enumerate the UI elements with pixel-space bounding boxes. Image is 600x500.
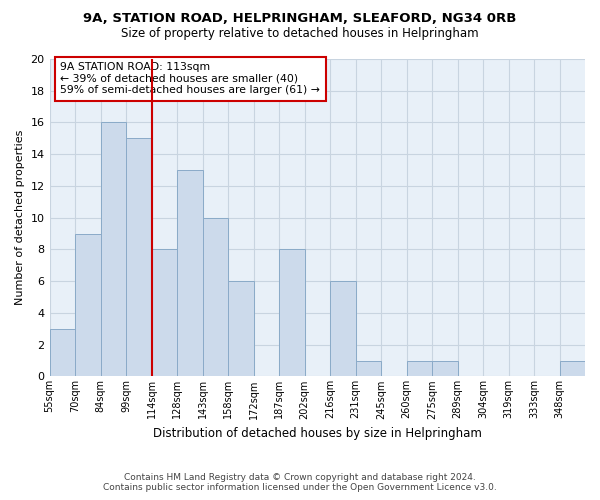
Bar <box>101 122 126 376</box>
Bar <box>75 234 101 376</box>
Y-axis label: Number of detached properties: Number of detached properties <box>15 130 25 306</box>
Bar <box>560 360 585 376</box>
Bar <box>407 360 432 376</box>
Text: 9A STATION ROAD: 113sqm
← 39% of detached houses are smaller (40)
59% of semi-de: 9A STATION ROAD: 113sqm ← 39% of detache… <box>60 62 320 96</box>
Bar <box>432 360 458 376</box>
Bar <box>228 281 254 376</box>
Bar <box>203 218 228 376</box>
Bar <box>279 250 305 376</box>
Bar <box>330 281 356 376</box>
Text: 9A, STATION ROAD, HELPRINGHAM, SLEAFORD, NG34 0RB: 9A, STATION ROAD, HELPRINGHAM, SLEAFORD,… <box>83 12 517 26</box>
X-axis label: Distribution of detached houses by size in Helpringham: Distribution of detached houses by size … <box>153 427 482 440</box>
Bar <box>177 170 203 376</box>
Bar <box>152 250 177 376</box>
Text: Size of property relative to detached houses in Helpringham: Size of property relative to detached ho… <box>121 28 479 40</box>
Text: Contains HM Land Registry data © Crown copyright and database right 2024.
Contai: Contains HM Land Registry data © Crown c… <box>103 473 497 492</box>
Bar <box>50 329 75 376</box>
Bar <box>356 360 381 376</box>
Bar <box>126 138 152 376</box>
